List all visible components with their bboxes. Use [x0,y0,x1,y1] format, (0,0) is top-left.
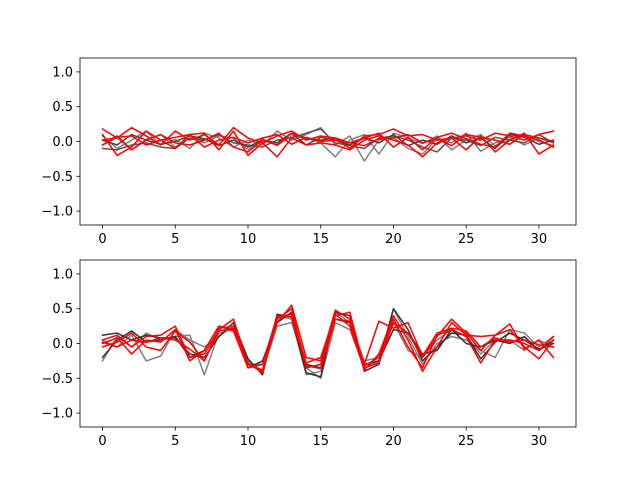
x-tick-label: 0 [98,434,106,449]
x-tick-label: 30 [531,434,548,449]
x-tick-label: 10 [240,434,257,449]
x-tick-label: 5 [171,232,179,247]
x-tick-label: 30 [531,232,548,247]
y-tick-label: 1.0 [52,267,73,282]
y-tick-label: −1.0 [41,205,73,220]
x-tick-label: 15 [312,434,329,449]
series-line-6 [101,130,555,158]
top-subplot: 0 5 10 15 20 25 30 −1.0 −0.5 0.0 0.5 1.0 [41,57,577,247]
bottom-subplot: 0 5 10 15 20 25 30 −1.0 −0.5 0.0 0.5 1.0 [41,259,577,449]
series-line-7 [101,313,555,373]
y-tick-label: 0.0 [52,135,73,150]
y-tick-label: 0.5 [52,302,73,317]
y-tick-label: 0.0 [52,337,73,352]
x-tick-label: 10 [240,232,257,247]
series-line-8 [101,314,555,374]
x-tick-label: 25 [458,434,475,449]
x-tick-label: 20 [385,232,402,247]
series-line-7 [101,132,555,153]
y-tick-label: 0.5 [52,100,73,115]
x-tick-label: 15 [312,232,329,247]
series-line-5 [101,307,555,373]
y-tick-label: −1.0 [41,407,73,422]
y-tick-label: −0.5 [41,170,73,185]
x-tick-label: 20 [385,434,402,449]
x-tick-label: 5 [171,434,179,449]
y-tick-label: 1.0 [52,65,73,80]
x-tick-label: 0 [98,232,106,247]
series-line-5 [101,126,555,150]
x-tick-label: 25 [458,232,475,247]
series-line-8 [101,133,555,148]
y-tick-label: −0.5 [41,372,73,387]
